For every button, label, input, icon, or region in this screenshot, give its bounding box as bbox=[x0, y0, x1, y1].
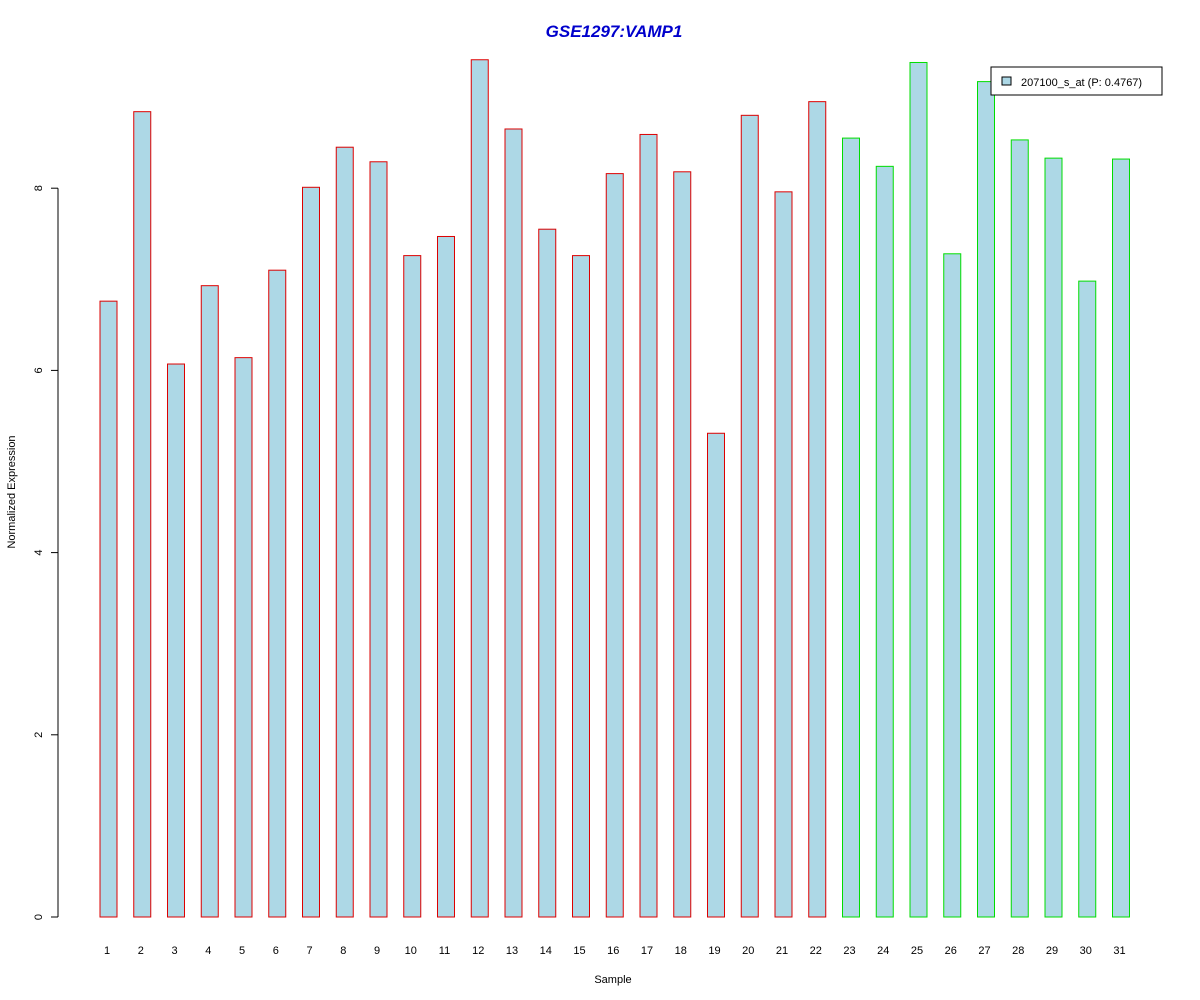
bar-sample-6 bbox=[268, 269, 287, 918]
bar-sample-4 bbox=[200, 285, 219, 918]
x-axis-label: Sample bbox=[594, 974, 631, 986]
x-tick-label: 8 bbox=[340, 945, 346, 957]
bar-sample-7 bbox=[302, 186, 320, 918]
bar-sample-19 bbox=[707, 432, 725, 918]
x-tick-label: 7 bbox=[306, 945, 312, 957]
x-tick-label: 20 bbox=[742, 945, 754, 957]
x-tick-label: 1 bbox=[104, 945, 110, 957]
bar-sample-14 bbox=[538, 228, 557, 918]
legend-swatch bbox=[1001, 76, 1012, 86]
bar-sample-16 bbox=[605, 173, 624, 918]
x-tick-label: 24 bbox=[877, 945, 889, 957]
x-tick-label: 29 bbox=[1046, 945, 1058, 957]
x-tick-label: 5 bbox=[239, 945, 245, 957]
y-axis: 0 2 4 6 8 bbox=[33, 185, 59, 920]
y-tick-label: 4 bbox=[33, 550, 45, 556]
x-tick-label: 13 bbox=[506, 945, 518, 957]
bar-sample-17 bbox=[639, 133, 658, 918]
bar-group bbox=[99, 59, 1130, 918]
y-tick-label: 6 bbox=[33, 367, 45, 373]
x-tick-label: 21 bbox=[776, 945, 788, 957]
bar-sample-10 bbox=[403, 255, 422, 918]
bar-sample-15 bbox=[572, 255, 590, 918]
x-tick-label: 17 bbox=[641, 945, 653, 957]
bar-sample-2 bbox=[133, 111, 152, 918]
x-tick-label: 26 bbox=[945, 945, 957, 957]
bar-sample-11 bbox=[437, 235, 455, 918]
x-tick-label: 15 bbox=[573, 945, 585, 957]
x-tick-label: 31 bbox=[1113, 945, 1125, 957]
legend-label: 207100_s_at (P: 0.4767) bbox=[1021, 77, 1142, 89]
bar-sample-25 bbox=[909, 61, 928, 918]
bar-sample-3 bbox=[167, 363, 185, 918]
x-tick-label: 6 bbox=[273, 945, 279, 957]
chart-title: GSE1297:VAMP1 bbox=[546, 22, 683, 41]
bar-sample-23 bbox=[842, 137, 860, 918]
x-tick-label: 12 bbox=[472, 945, 484, 957]
bar-sample-21 bbox=[774, 191, 793, 918]
bar-sample-26 bbox=[943, 253, 962, 918]
bar-sample-5 bbox=[234, 357, 253, 918]
legend-box bbox=[990, 66, 1163, 96]
bar-sample-22 bbox=[808, 101, 827, 918]
bar-sample-24 bbox=[875, 165, 894, 918]
y-tick-label: 8 bbox=[33, 185, 45, 191]
x-tick-label: 9 bbox=[374, 945, 380, 957]
bar-sample-1 bbox=[99, 300, 118, 918]
bar-sample-8 bbox=[335, 146, 354, 918]
x-tick-label: 11 bbox=[439, 945, 450, 957]
bar-sample-30 bbox=[1078, 280, 1097, 918]
x-tick-label: 2 bbox=[138, 945, 144, 957]
x-tick-label: 10 bbox=[405, 945, 417, 957]
x-tick-label: 27 bbox=[978, 945, 990, 957]
bar-sample-13 bbox=[504, 128, 523, 918]
y-axis-label: Normalized Expression bbox=[6, 435, 18, 548]
x-tick-label: 18 bbox=[675, 945, 687, 957]
bar-sample-29 bbox=[1044, 157, 1063, 918]
x-tick-label: 30 bbox=[1080, 945, 1092, 957]
x-tick-label: 4 bbox=[205, 945, 211, 957]
x-tick-label: 25 bbox=[911, 945, 923, 957]
bar-sample-27 bbox=[977, 81, 995, 918]
x-tick-label: 28 bbox=[1012, 945, 1024, 957]
bar-sample-20 bbox=[740, 114, 759, 918]
x-tick-label: 16 bbox=[607, 945, 619, 957]
x-tick-labels: 1 2 3 4 5 6 7 8 9 10 11 12 13 14 15 16 17 18 19 20 21 22 23 24 2… bbox=[104, 945, 1126, 957]
bar-sample-28 bbox=[1010, 139, 1029, 918]
x-tick-label: 3 bbox=[171, 945, 177, 957]
bar-sample-12 bbox=[470, 59, 489, 918]
bar-sample-9 bbox=[369, 161, 388, 918]
bar-sample-31 bbox=[1112, 158, 1130, 918]
y-tick-label: 0 bbox=[33, 914, 45, 920]
x-tick-label: 22 bbox=[810, 945, 822, 957]
x-tick-label: 19 bbox=[708, 945, 720, 957]
x-tick-label: 23 bbox=[843, 945, 855, 957]
legend: 207100_s_at (P: 0.4767) bbox=[990, 66, 1163, 96]
bar-sample-18 bbox=[673, 171, 692, 918]
x-tick-label: 14 bbox=[540, 945, 552, 957]
y-tick-label: 2 bbox=[33, 732, 45, 738]
